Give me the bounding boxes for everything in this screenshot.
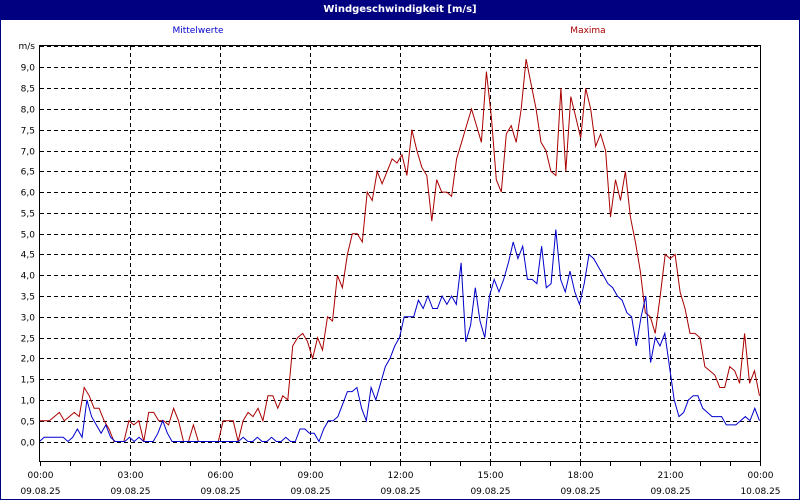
plot-frame (39, 45, 761, 462)
y-unit-label: m/s (19, 42, 36, 52)
y-tick-label: 5,0 (21, 231, 36, 241)
x-tick-time: 06:00 (208, 471, 234, 481)
x-tick-date: 09.08.25 (380, 487, 420, 497)
x-tick-date: 09.08.25 (650, 487, 690, 497)
x-tick-time: 18:00 (568, 471, 594, 481)
y-tick-label: 4,0 (21, 272, 36, 282)
y-tick-label: 6,0 (21, 189, 36, 199)
y-tick-label: 5,5 (21, 210, 35, 220)
x-tick-time: 12:00 (388, 471, 414, 481)
x-tick-time: 03:00 (118, 471, 144, 481)
y-tick-label: 1,5 (21, 376, 35, 386)
y-tick-label: 2,0 (21, 355, 36, 365)
y-tick-label: 9,0 (21, 64, 36, 74)
x-tick-date: 09.08.25 (560, 487, 600, 497)
x-tick-date: 09.08.25 (470, 487, 510, 497)
y-tick-label: 3,5 (21, 293, 35, 303)
y-tick-label: 6,5 (21, 168, 35, 178)
x-tick-time: 09:00 (298, 471, 324, 481)
x-tick-date: 09.08.25 (290, 487, 330, 497)
chart-title: Windgeschwindigkeit [m/s] (1, 1, 799, 20)
legend-max: Maxima (570, 26, 606, 36)
y-axis: 0,0 0,5 1,0 1,5 2,0 2,5 3,0 3,5 4,0 4,5 5,0 5,5 6,0 6… (19, 42, 36, 449)
x-tick-date: 09.08.25 (200, 487, 240, 497)
series-mittelwerte-line (39, 229, 760, 443)
x-tick-time: 15:00 (478, 471, 504, 481)
y-tick-label: 0,0 (21, 439, 36, 449)
x-tick-date: 09.08.25 (110, 487, 150, 497)
grid-lines (40, 46, 760, 461)
series-maxima-line (39, 59, 760, 442)
y-tick-label: 2,5 (21, 335, 35, 345)
y-tick-label: 4,5 (21, 251, 35, 261)
y-tick-label: 7,0 (21, 148, 36, 158)
y-tick-label: 0,5 (21, 418, 35, 428)
legend-mean: Mittelwerte (172, 26, 224, 36)
x-axis: 00:00 09.08.25 03:00 09.08.25 06:00 09.08.25 0… (20, 461, 781, 497)
x-tick-time: 00:00 (748, 471, 774, 481)
y-tick-label: 1,0 (21, 397, 36, 407)
x-tick-time: 21:00 (658, 471, 684, 481)
y-tick-label: 8,0 (21, 106, 36, 116)
x-tick-date: 10.08.25 (740, 487, 780, 497)
y-tick-label: 8,5 (21, 85, 35, 95)
y-tick-label: 7,5 (21, 127, 35, 137)
y-tick-label: 3,0 (21, 314, 36, 324)
x-tick-date: 09.08.25 (20, 487, 60, 497)
x-tick-time: 00:00 (28, 471, 54, 481)
